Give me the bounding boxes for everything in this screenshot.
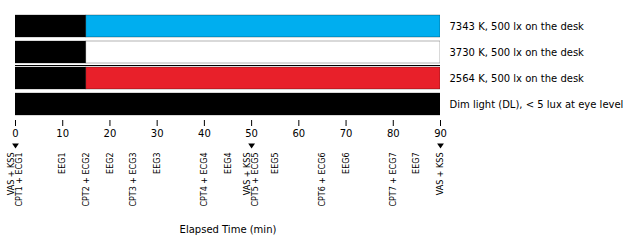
- svg-text:EEG5: EEG5: [271, 153, 280, 174]
- svg-text:3730 K, 500 lx on the desk: 3730 K, 500 lx on the desk: [450, 47, 585, 58]
- svg-text:VAS + KSSCPT1 + ECG1: VAS + KSSCPT1 + ECG1: [7, 153, 24, 207]
- svg-text:50: 50: [245, 128, 258, 139]
- svg-text:EEG7: EEG7: [412, 153, 421, 174]
- svg-text:20: 20: [104, 128, 117, 139]
- svg-text:80: 80: [387, 128, 400, 139]
- svg-text:2564 K, 500 lx on the desk: 2564 K, 500 lx on the desk: [450, 73, 585, 84]
- svg-text:CPT3 + ECG3: CPT3 + ECG3: [129, 153, 138, 207]
- svg-text:EEG1: EEG1: [58, 153, 67, 174]
- svg-text:CPT6 + ECG6: CPT6 + ECG6: [318, 153, 327, 207]
- svg-text:VAS + KSSCPT5 + ECG5: VAS + KSSCPT5 + ECG5: [243, 153, 260, 207]
- svg-text:EEG6: EEG6: [342, 153, 351, 174]
- svg-text:10: 10: [56, 128, 69, 139]
- svg-text:EEG2: EEG2: [106, 153, 115, 174]
- svg-text:7343 K, 500 lx on the desk: 7343 K, 500 lx on the desk: [450, 21, 585, 32]
- svg-text:30: 30: [151, 128, 164, 139]
- svg-text:90: 90: [434, 128, 447, 139]
- svg-text:CPT4 + ECG4: CPT4 + ECG4: [200, 153, 209, 207]
- svg-text:VAS + KSS: VAS + KSS: [436, 153, 445, 196]
- svg-text:CPT2 + ECG2: CPT2 + ECG2: [82, 153, 91, 207]
- svg-text:EEG3: EEG3: [153, 153, 162, 174]
- svg-text:CPT7 + ECG7: CPT7 + ECG7: [389, 153, 398, 207]
- svg-text:Elapsed Time (min): Elapsed Time (min): [180, 224, 277, 235]
- svg-text:0: 0: [12, 128, 18, 139]
- svg-text:40: 40: [198, 128, 211, 139]
- svg-text:60: 60: [292, 128, 305, 139]
- svg-text:EEG4: EEG4: [224, 153, 233, 174]
- svg-text:70: 70: [340, 128, 353, 139]
- svg-text:Dim light (DL), < 5 lux at eye: Dim light (DL), < 5 lux at eye level: [450, 99, 624, 110]
